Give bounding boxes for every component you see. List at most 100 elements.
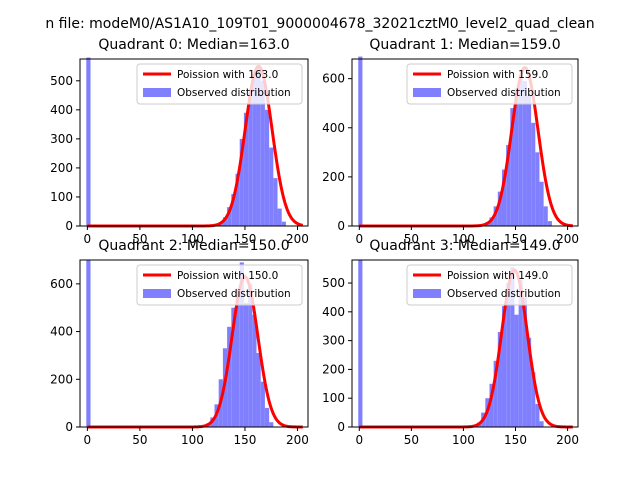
legend-label-poisson: Poission with 149.0 xyxy=(447,270,548,282)
figure-title: n file: modeM0/AS1A10_109T01_9000004678_… xyxy=(45,16,594,32)
legend-label-poisson: Poission with 150.0 xyxy=(177,270,278,282)
histogram-bar xyxy=(86,260,91,427)
panel-title: Quadrant 0: Median=163.0 xyxy=(98,37,289,53)
x-tick-label: 100 xyxy=(452,433,475,447)
y-tick-label: 400 xyxy=(322,121,345,135)
histogram-bar xyxy=(252,314,257,427)
histogram-bar xyxy=(256,353,261,427)
axes-frame xyxy=(79,259,309,428)
y-tick-label: 600 xyxy=(50,277,73,291)
histogram-bar xyxy=(497,191,502,226)
histogram-bar xyxy=(86,57,91,227)
histogram-bar xyxy=(493,206,498,226)
y-tick-label: 400 xyxy=(50,103,73,117)
histogram-bar xyxy=(235,173,240,226)
legend-box xyxy=(136,264,303,306)
x-tick-label: 0 xyxy=(84,232,92,246)
histogram-bar xyxy=(239,138,244,226)
histogram-bar xyxy=(281,221,286,226)
histogram-bar xyxy=(514,88,519,227)
y-tick-label: 0 xyxy=(65,420,73,434)
panel-title: Quadrant 3: Median=149.0 xyxy=(369,238,560,254)
histogram-bar xyxy=(522,81,527,227)
histogram-bar xyxy=(522,297,527,427)
histogram-bar xyxy=(231,307,236,427)
histogram-bar xyxy=(239,262,244,427)
histogram-bar xyxy=(231,194,236,226)
histogram-bar xyxy=(248,283,253,427)
x-tick-label: 200 xyxy=(556,232,579,246)
histogram-bar xyxy=(510,267,515,427)
legend: Poission with 149.0 Observed distribution xyxy=(406,264,573,306)
legend-bar-swatch xyxy=(413,88,441,97)
histogram-bar xyxy=(501,306,507,427)
x-tick-label: 50 xyxy=(132,433,147,447)
y-tick-label: 200 xyxy=(322,362,345,376)
legend-label-poisson: Poission with 163.0 xyxy=(177,69,278,81)
histogram-bar xyxy=(248,92,253,227)
histogram-bar xyxy=(526,337,532,427)
y-tick-label: 0 xyxy=(337,219,345,233)
legend-bar-swatch xyxy=(413,289,441,298)
histogram-bar xyxy=(358,260,363,427)
histogram-bar xyxy=(514,314,519,427)
legend-label-observed: Observed distribution xyxy=(177,288,291,300)
legend-box xyxy=(136,63,303,105)
y-tick-label: 300 xyxy=(50,132,73,146)
histogram-bar xyxy=(506,144,511,226)
panel-0: 0 50 100 150 200 0 100 200 300 400 500 Poission wit… xyxy=(50,37,309,246)
x-tick-label: 150 xyxy=(504,433,527,447)
y-tick-label: 100 xyxy=(50,190,73,204)
histogram-bar xyxy=(489,383,494,427)
axes-frame xyxy=(79,58,309,227)
histogram-bar xyxy=(506,283,511,427)
x-tick-label: 150 xyxy=(234,232,257,246)
histogram-bar xyxy=(235,288,240,427)
panel-1: 0 50 100 150 200 0 200 400 600 Poission with 159.… xyxy=(322,37,579,246)
histogram-bar xyxy=(227,326,232,427)
histogram-bar xyxy=(273,178,278,226)
y-tick-label: 100 xyxy=(322,391,345,405)
histogram-bar xyxy=(539,181,544,226)
axes-frame xyxy=(351,259,579,428)
y-tick-label: 600 xyxy=(322,72,345,86)
histogram-bar xyxy=(539,421,544,427)
y-tick-label: 500 xyxy=(322,276,345,290)
x-tick-label: 200 xyxy=(556,433,579,447)
x-tick-label: 0 xyxy=(355,433,363,447)
panel-title: Quadrant 1: Median=159.0 xyxy=(369,37,560,53)
histogram-bar xyxy=(501,169,507,226)
legend: Poission with 150.0 Observed distribution xyxy=(136,264,303,306)
panel-title: Quadrant 2: Median=150.0 xyxy=(98,238,289,254)
histogram-bar xyxy=(497,331,502,427)
x-tick-label: 150 xyxy=(504,232,527,246)
histogram-bar xyxy=(243,302,249,427)
x-tick-label: 0 xyxy=(355,232,363,246)
axes-frame xyxy=(351,58,579,227)
histogram-bar xyxy=(260,80,265,226)
histogram-bar xyxy=(531,372,536,427)
x-tick-label: 0 xyxy=(84,433,92,447)
legend-bar-swatch xyxy=(143,289,171,298)
legend-label-observed: Observed distribution xyxy=(447,288,561,300)
x-tick-label: 100 xyxy=(452,232,475,246)
y-tick-label: 300 xyxy=(322,334,345,348)
histogram-bar xyxy=(493,360,498,427)
x-tick-label: 100 xyxy=(181,232,204,246)
histogram-bar xyxy=(518,78,523,226)
x-tick-label: 50 xyxy=(404,433,419,447)
histogram-bar xyxy=(227,207,232,226)
histogram-bar xyxy=(543,206,548,226)
histogram-bar xyxy=(256,67,261,226)
histogram-bar xyxy=(260,381,265,427)
histogram-bar xyxy=(547,221,552,226)
y-tick-label: 200 xyxy=(50,161,73,175)
histogram-bar xyxy=(269,147,274,226)
histogram-bar xyxy=(531,122,536,226)
y-tick-label: 400 xyxy=(50,325,73,339)
legend-box xyxy=(406,63,573,105)
panel-2: 0 50 100 150 200 0 200 400 600 Poission with 150.… xyxy=(50,238,309,447)
y-tick-label: 200 xyxy=(50,372,73,386)
y-tick-label: 200 xyxy=(322,170,345,184)
